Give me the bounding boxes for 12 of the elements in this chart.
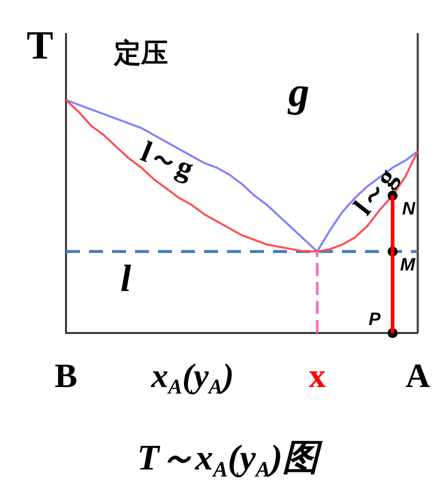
- y-axis-title: T: [26, 22, 54, 68]
- annotation: l～g: [136, 135, 198, 186]
- text: 定压: [112, 38, 168, 68]
- series-label: N: [402, 198, 416, 219]
- annotation: g: [287, 70, 310, 116]
- x-tick-label: x: [308, 358, 326, 395]
- x-tick-label: B: [54, 358, 78, 395]
- series-label: M: [400, 254, 416, 274]
- series-label: P: [368, 309, 382, 330]
- x-tick-label: A: [405, 358, 430, 395]
- annotation: l: [120, 258, 132, 300]
- annotation: l～g: [348, 162, 404, 221]
